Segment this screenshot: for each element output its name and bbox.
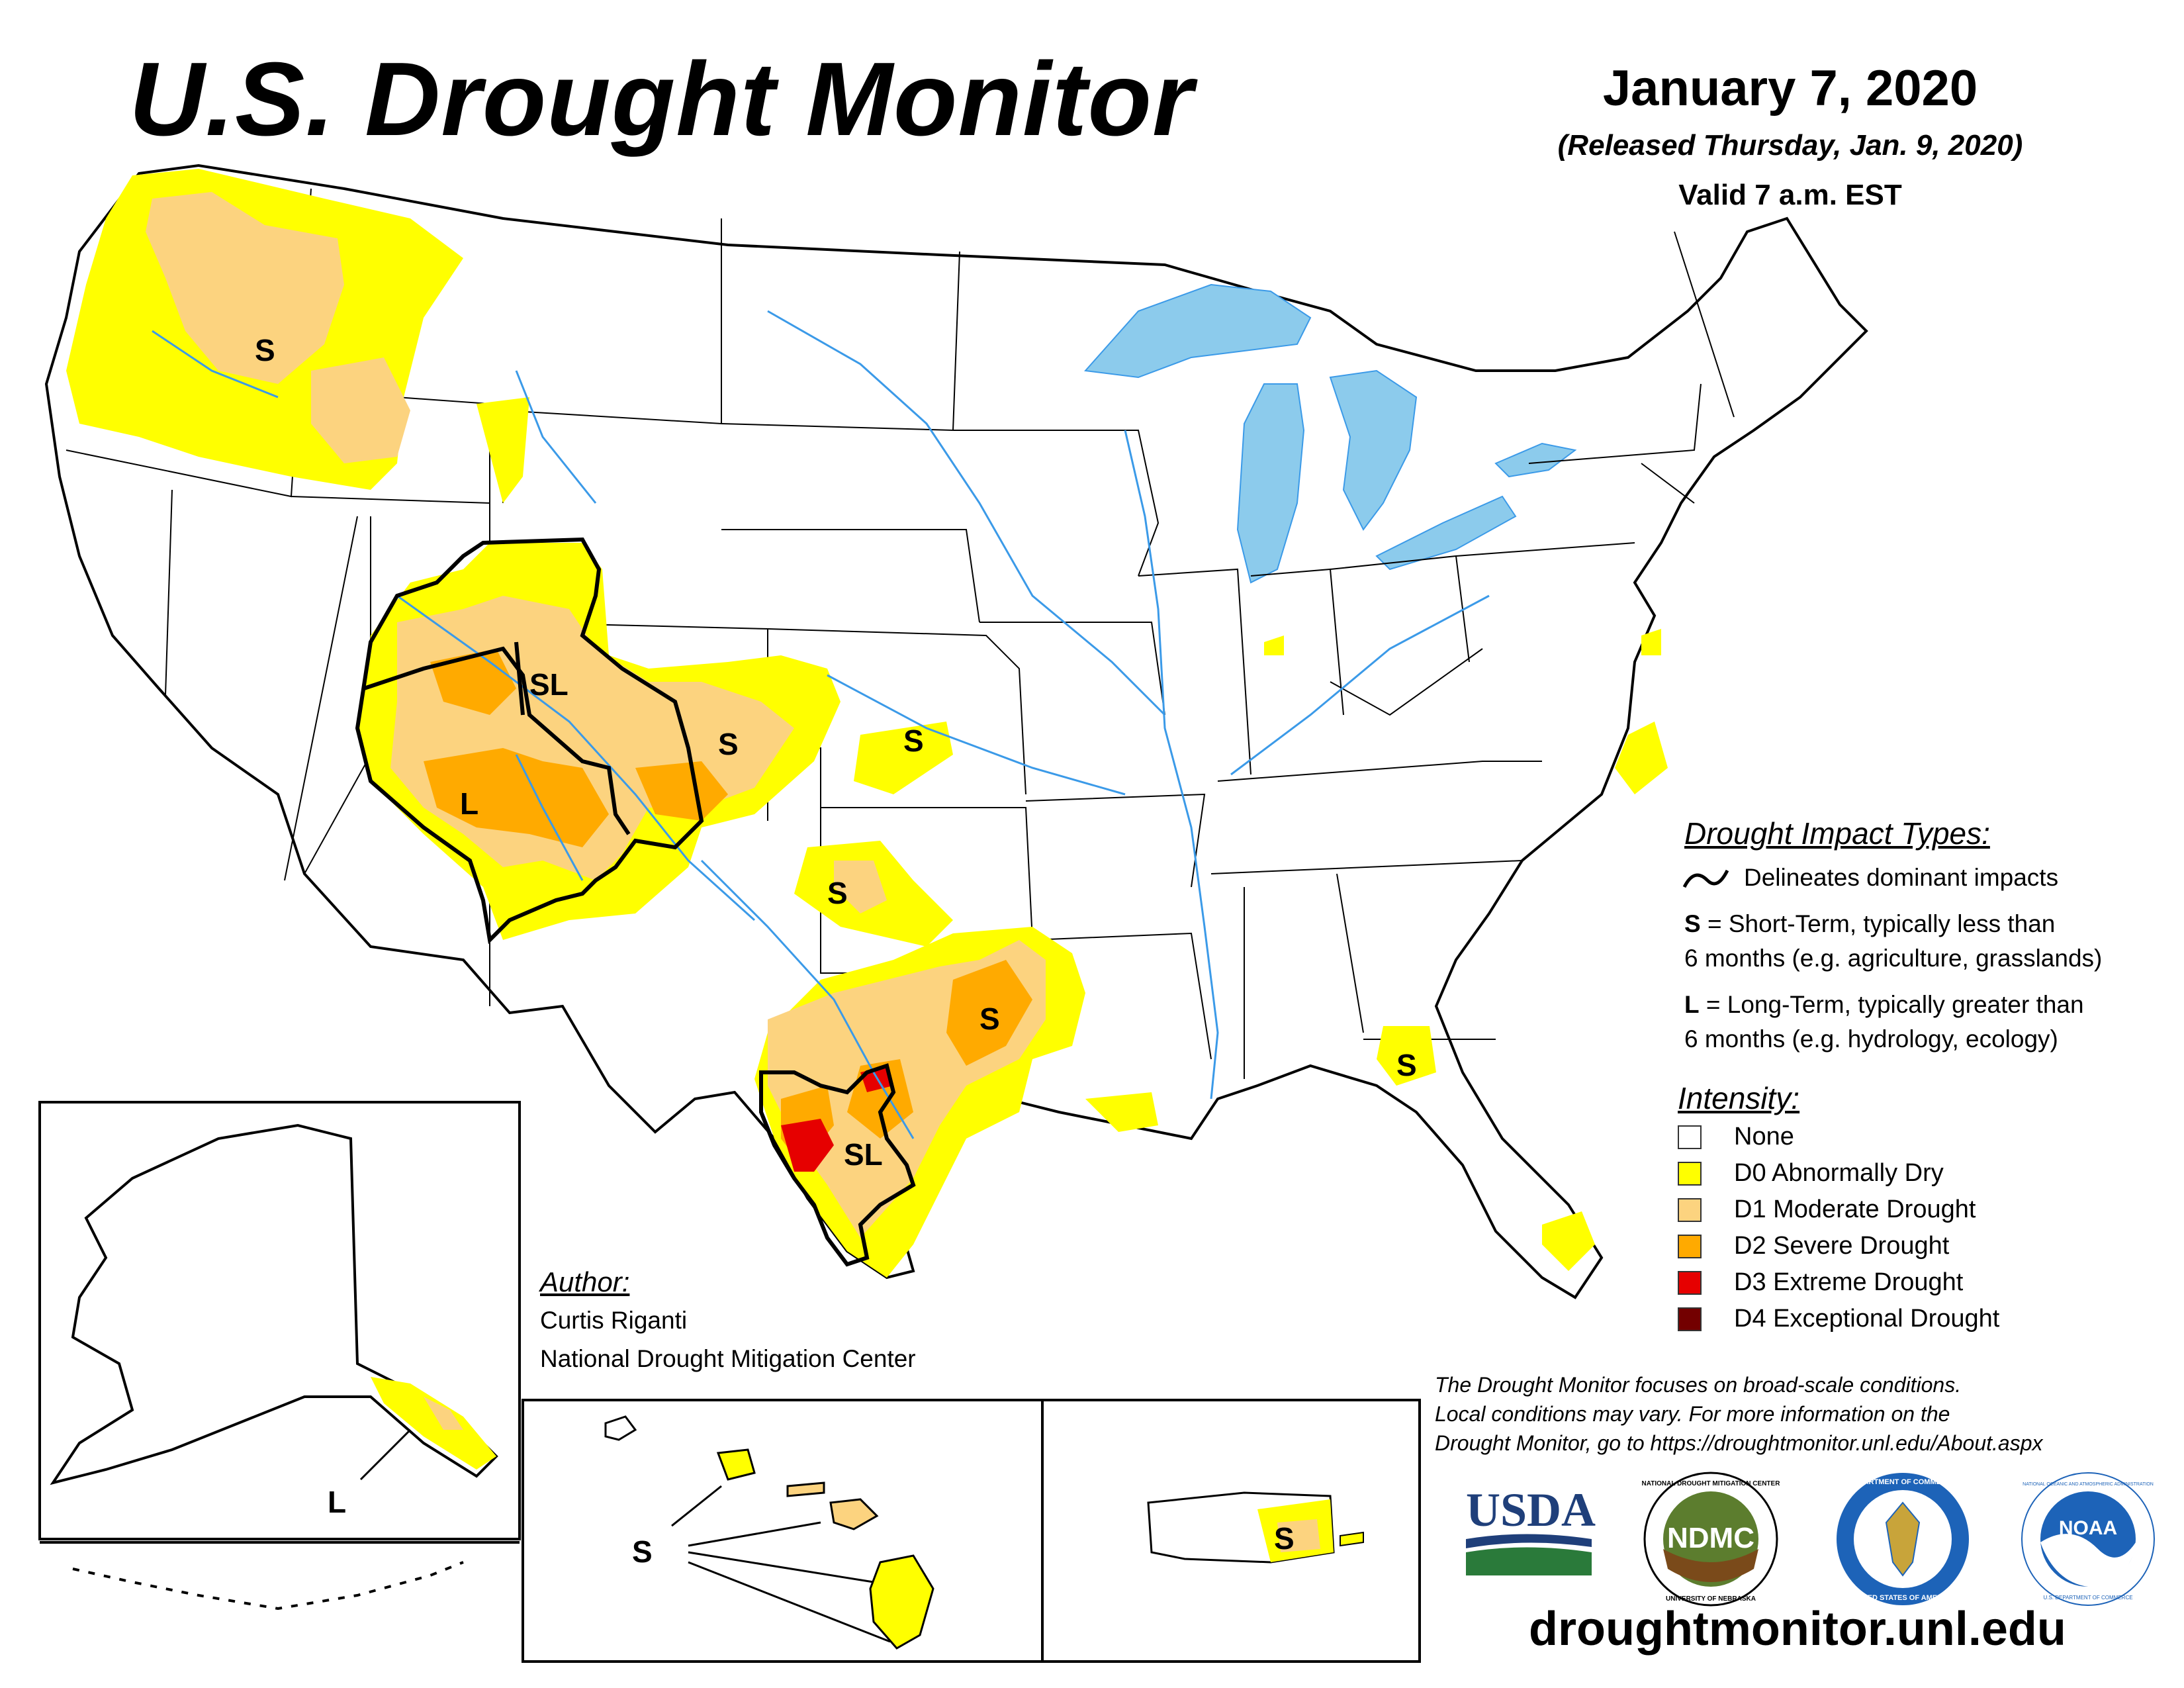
release-date: (Released Thursday, Jan. 9, 2020) (1557, 129, 2023, 162)
noaa-logo-text: NOAA (2059, 1517, 2117, 1539)
intensity-label: D4 Exceptional Drought (1734, 1305, 2000, 1333)
author-organization: National Drought Mitigation Center (540, 1345, 916, 1372)
intensity-label: D1 Moderate Drought (1734, 1196, 1976, 1223)
impact-legend-long-term: L = Long-Term, typically greater than (1684, 988, 2084, 1022)
ndmc-logo: NDMC NATIONAL DROUGHT MITIGATION CENTER … (1642, 1472, 1780, 1607)
hawaii-big-island (869, 1554, 934, 1650)
long-term-key: L (1684, 991, 1700, 1018)
map-date: January 7, 2020 (1602, 60, 1978, 117)
intensity-legend-heading: Intensity: (1678, 1081, 1800, 1115)
hawaii-oahu (716, 1448, 756, 1481)
intensity-swatch (1678, 1235, 1702, 1258)
lake-superior (1083, 283, 1312, 379)
ndmc-ring-bottom: UNIVERSITY OF NEBRASKA (1666, 1595, 1756, 1603)
author-heading: Author: (540, 1266, 630, 1297)
lake-michigan (1236, 383, 1305, 584)
ndmc-ring-top: NATIONAL DROUGHT MITIGATION CENTER (1642, 1480, 1780, 1487)
impact-legend-delineates: Delineates dominant impacts (1744, 864, 2059, 891)
short-term-key: S (1684, 910, 1701, 937)
impact-legend-short-term: S = Short-Term, typically less than (1684, 907, 2055, 941)
hawaii-molokai (786, 1481, 825, 1497)
label-south-texas: SL (844, 1137, 883, 1172)
intensity-swatch (1678, 1162, 1702, 1186)
author-block: Author: Curtis Riganti National Drought … (540, 1263, 916, 1378)
long-term-desc: = Long-Term, typically greater than (1699, 991, 2084, 1018)
page-title: U.S. Drought Monitor (129, 41, 1194, 158)
rivers (152, 310, 1490, 1139)
disclaimer-line-2: Local conditions may vary. For more info… (1435, 1402, 1950, 1426)
website-link[interactable]: droughtmonitor.unl.edu (1529, 1603, 2066, 1656)
disclaimer-line-1: The Drought Monitor focuses on broad-sca… (1435, 1373, 1962, 1397)
commerce-ring-bottom: UNITED STATES OF AMERICA (1850, 1594, 1955, 1602)
label-alaska: L (328, 1485, 346, 1519)
alaska-d1 (424, 1397, 463, 1430)
intensity-swatch (1678, 1125, 1702, 1149)
impact-legend-heading: Drought Impact Types: (1684, 816, 1990, 851)
puerto-rico-d1 (1277, 1519, 1320, 1552)
usda-logo-text: USDA (1466, 1483, 1596, 1536)
label-utah-colorado: SL (529, 667, 569, 702)
lake-huron (1329, 369, 1418, 531)
disclaimer: The Drought Monitor focuses on broad-sca… (1435, 1370, 2163, 1458)
intensity-label: None (1734, 1123, 1794, 1150)
lake-erie (1375, 495, 1517, 571)
usda-logo: USDA (1466, 1483, 1596, 1575)
intensity-swatch (1678, 1307, 1702, 1331)
ndmc-logo-text: NDMC (1667, 1522, 1754, 1554)
vieques (1340, 1531, 1364, 1547)
commerce-ring-top: DEPARTMENT OF COMMERCE (1849, 1478, 1956, 1486)
valid-time: Valid 7 a.m. EST (1678, 179, 1902, 211)
hawaii-kauai (604, 1415, 637, 1441)
label-oklahoma: S (827, 876, 848, 910)
author-name: Curtis Riganti (540, 1307, 688, 1334)
short-term-desc-2: 6 months (e.g. agriculture, grasslands) (1684, 945, 2103, 972)
short-term-desc: = Short-Term, typically less than (1700, 910, 2056, 937)
label-arizona: L (460, 786, 478, 821)
alaska-d0 (371, 1377, 496, 1470)
label-florida: S (1396, 1048, 1417, 1082)
disclaimer-line-3: Drought Monitor, go to https://droughtmo… (1435, 1431, 2043, 1455)
label-east-texas: S (979, 1002, 1000, 1036)
intensity-swatch (1678, 1198, 1702, 1222)
commerce-logo: DEPARTMENT OF COMMERCE UNITED STATES OF … (1837, 1473, 1969, 1605)
noaa-ring-bottom: U.S. DEPARTMENT OF COMMERCE (2043, 1595, 2132, 1601)
intensity-swatch (1678, 1271, 1702, 1295)
intensity-label: D3 Extreme Drought (1734, 1268, 1964, 1296)
delineation-curve-icon (1682, 869, 1729, 888)
impact-boundaries (355, 537, 916, 1267)
label-kansas: S (903, 724, 924, 758)
noaa-logo: NOAA NATIONAL OCEANIC AND ATMOSPHERIC AD… (2021, 1472, 2155, 1606)
label-puerto-rico: S (1274, 1521, 1295, 1556)
label-colorado-east: S (718, 727, 739, 761)
hawaii-maui (829, 1498, 879, 1530)
label-hawaii: S (632, 1534, 653, 1569)
intensity-label: D2 Severe Drought (1734, 1232, 1950, 1260)
hawaii-pointer-lines (671, 1485, 891, 1643)
noaa-ring-top: NATIONAL OCEANIC AND ATMOSPHERIC ADMINIS… (2023, 1482, 2154, 1487)
label-oregon: S (255, 333, 275, 367)
long-term-desc-2: 6 months (e.g. hydrology, ecology) (1684, 1025, 2058, 1053)
hawaii-inset-frame (522, 1399, 1044, 1663)
aleutians (72, 1561, 464, 1611)
intensity-label: D0 Abnormally Dry (1734, 1159, 1944, 1187)
